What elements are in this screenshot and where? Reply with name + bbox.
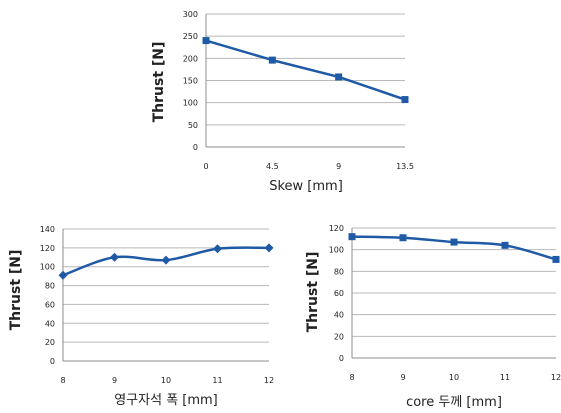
chart-core-thickness-ytick: 20 <box>334 332 344 341</box>
chart-skew-point <box>202 37 210 45</box>
chart-core-thickness-xtick: 8 <box>349 373 354 382</box>
chart-core-thickness-xtick: 11 <box>500 373 510 382</box>
chart-magnet-width: 영구자석 폭 [mm] Thrust [N] 0 20 40 60 80 100 120 14… <box>8 225 274 408</box>
chart-core-thickness-ylabel: Thrust [N] <box>305 252 321 333</box>
chart-magnet-width-xtick: 12 <box>264 376 274 385</box>
chart-skew-xtick: 0 <box>203 162 208 171</box>
chart-magnet-width-ytick: 0 <box>50 357 55 366</box>
chart-core-thickness-ytick: 40 <box>334 311 344 320</box>
chart-magnet-width-ytick: 40 <box>45 319 55 328</box>
chart-skew-xlabel: Skew [mm] <box>269 179 343 194</box>
chart-magnet-width-point <box>58 270 68 280</box>
chart-magnet-width-point <box>264 243 274 253</box>
chart-skew-xtick: 13.5 <box>396 162 414 171</box>
chart-core-thickness-xtick: 9 <box>400 373 405 382</box>
chart-skew-series-line <box>205 39 406 101</box>
chart-core-thickness-point <box>552 255 560 263</box>
chart-magnet-width-xlabel: 영구자석 폭 [mm] <box>114 393 218 408</box>
chart-core-thickness-ytick: 120 <box>329 224 344 233</box>
chart-magnet-width-xtick: 10 <box>161 376 171 385</box>
chart-core-thickness-ytick: 0 <box>339 354 344 363</box>
chart-skew-point <box>335 73 343 81</box>
chart-magnet-width-ytick: 60 <box>45 300 55 309</box>
chart-magnet-width-xtick: 8 <box>60 376 65 385</box>
chart-skew-point <box>401 96 409 104</box>
chart-core-thickness-xlabel: core 두께 [mm] <box>406 395 502 410</box>
chart-magnet-width-ylabel: Thrust [N] <box>8 250 24 331</box>
chart-core-thickness-point <box>450 238 458 246</box>
chart-skew-ytick: 150 <box>183 77 198 86</box>
chart-skew-xtick: 4.5 <box>266 162 279 171</box>
chart-core-thickness-point <box>501 241 509 249</box>
chart-core-thickness-ytick: 60 <box>334 289 344 298</box>
chart-skew-ytick: 100 <box>183 99 198 108</box>
chart-skew-ytick: 300 <box>183 10 198 19</box>
chart-skew-ytick: 200 <box>183 54 198 63</box>
chart-magnet-width-ytick: 20 <box>45 338 55 347</box>
chart-magnet-width-ytick: 100 <box>40 263 55 272</box>
chart-core-thickness-xtick: 12 <box>551 373 561 382</box>
chart-core-thickness-point <box>399 234 407 242</box>
chart-magnet-width-xtick: 9 <box>112 376 117 385</box>
chart-skew-ytick: 50 <box>188 121 198 130</box>
chart-skew: Skew [mm] Thrust [N] 0 50 100 150 200 250 300 0… <box>151 10 414 194</box>
chart-magnet-width-ytick: 120 <box>40 244 55 253</box>
chart-core-thickness-xtick: 10 <box>449 373 459 382</box>
chart-core-thickness-ytick: 80 <box>334 267 344 276</box>
chart-skew-point <box>268 56 276 64</box>
chart-magnet-width-ytick: 140 <box>40 225 55 234</box>
chart-magnet-width-ytick: 80 <box>45 282 55 291</box>
chart-magnet-width-point <box>110 252 119 262</box>
chart-magnet-width-point <box>161 255 171 265</box>
chart-core-thickness-ytick: 100 <box>329 246 344 255</box>
chart-skew-ytick: 0 <box>193 143 198 152</box>
chart-skew-ytick: 250 <box>183 32 198 41</box>
chart-magnet-width-point <box>213 244 222 254</box>
chart-core-thickness: core 두께 [mm] Thrust [N] 0 20 40 60 80 100 120 8… <box>305 224 561 410</box>
chart-skew-ylabel: Thrust [N] <box>151 42 167 123</box>
chart-magnet-width-xtick: 11 <box>212 376 222 385</box>
chart-skew-xtick: 9 <box>336 162 341 171</box>
chart-core-thickness-point <box>348 233 356 241</box>
